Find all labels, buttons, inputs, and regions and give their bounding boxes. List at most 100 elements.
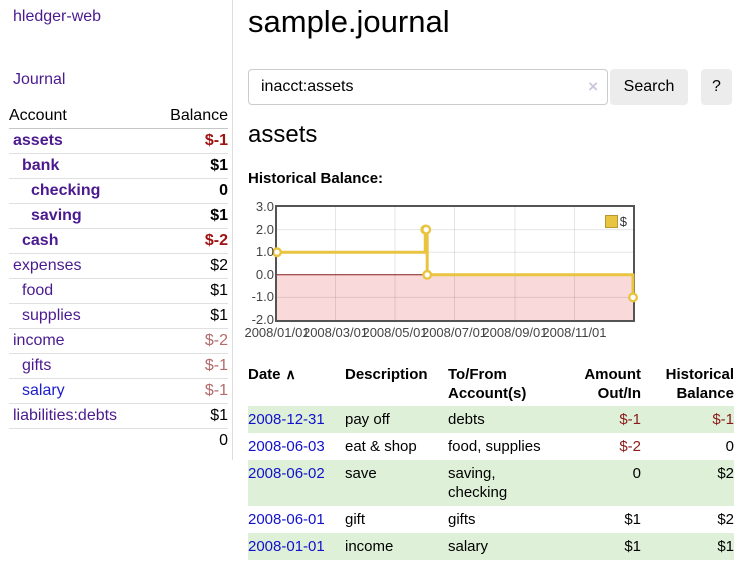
- sidebar: hledger-web Journal Account Balance asse…: [0, 0, 233, 460]
- x-axis-tick-label: 2008/05/01: [362, 325, 428, 340]
- legend-swatch-icon: [604, 215, 618, 228]
- sidebar-item-journal[interactable]: Journal: [13, 71, 66, 88]
- account-balance: $-2: [151, 328, 228, 354]
- account-balance: $-2: [151, 228, 228, 254]
- txn-accounts: debts: [448, 411, 485, 428]
- chart-title: Historical Balance:: [248, 170, 384, 187]
- balance-chart[interactable]: $: [272, 205, 639, 322]
- sidebar-account-link[interactable]: assets: [13, 132, 63, 149]
- table-row: 2008-01-01 income salary $1 $1: [248, 533, 734, 560]
- account-cell: gifts: [9, 353, 152, 379]
- account-cell: expenses: [9, 253, 152, 279]
- account-row: liabilities:debts $1: [9, 403, 228, 429]
- accounts-total-value: 0: [151, 428, 228, 453]
- sidebar-account-link[interactable]: liabilities:debts: [13, 407, 118, 424]
- account-row: checking 0: [9, 178, 228, 204]
- account-cell: liabilities:debts: [9, 403, 152, 429]
- txn-accounts: salary: [448, 538, 489, 555]
- txn-amount: 0: [632, 465, 641, 482]
- txn-date-link[interactable]: 2008-01-01: [248, 538, 325, 555]
- negative-region: [277, 274, 633, 320]
- sidebar-account-link[interactable]: bank: [22, 157, 60, 174]
- help-button[interactable]: ?: [701, 69, 732, 105]
- account-cell: income: [9, 328, 152, 354]
- txn-accounts: gifts: [448, 511, 476, 528]
- account-row: salary $-1: [9, 378, 228, 404]
- x-axis-tick-label: 2008/11/01: [542, 325, 607, 340]
- account-balance: $1: [151, 403, 228, 429]
- table-row: 2008-12-31 pay off debts $-1 $-1: [248, 406, 734, 433]
- txn-date-cell: 2008-06-01: [248, 506, 345, 533]
- account-row: assets $-1: [9, 128, 228, 154]
- txn-balance: 0: [725, 438, 734, 455]
- account-row: income $-2: [9, 328, 228, 354]
- register-header-amount: Amount Out/In: [584, 366, 641, 402]
- account-cell: saving: [9, 203, 152, 229]
- y-axis-tick-label: 1.0: [255, 244, 274, 260]
- search-button[interactable]: Search: [610, 69, 688, 105]
- accounts-total-row: 0: [9, 428, 228, 453]
- sidebar-account-link[interactable]: cash: [22, 232, 59, 249]
- register-header-accounts: To/From Account(s): [448, 366, 527, 402]
- account-row: supplies $1: [9, 303, 228, 329]
- account-row: saving $1: [9, 203, 228, 229]
- clear-search-icon[interactable]: ×: [588, 77, 598, 96]
- txn-date-cell: 2008-12-31: [248, 406, 345, 433]
- x-axis-tick-label: 2008/07/01: [421, 325, 488, 340]
- sidebar-account-link[interactable]: checking: [31, 182, 101, 199]
- page-title: sample.journal: [248, 4, 450, 39]
- account-cell: assets: [9, 128, 152, 154]
- txn-date-link[interactable]: 2008-06-02: [248, 465, 325, 482]
- sort-asc-icon: ∧: [285, 366, 296, 382]
- x-axis-tick-label: 2008/01/01: [244, 325, 310, 340]
- txn-balance: $2: [717, 465, 734, 482]
- search-input[interactable]: [248, 69, 608, 105]
- app-title-link[interactable]: hledger-web: [13, 8, 102, 25]
- account-balance: $1: [151, 303, 228, 329]
- account-row: cash $-2: [9, 228, 228, 254]
- txn-balance: $2: [717, 511, 734, 528]
- sidebar-account-link[interactable]: expenses: [13, 257, 82, 274]
- account-balance: $1: [151, 153, 228, 179]
- account-cell: checking: [9, 178, 152, 204]
- x-axis-tick-label: 2008/09/01: [482, 325, 548, 340]
- txn-amount: $-2: [619, 438, 641, 455]
- sidebar-account-link[interactable]: gifts: [22, 357, 52, 374]
- register-header-row: Date ∧ Description To/From Account(s) Amo…: [248, 363, 734, 406]
- y-axis-tick-label: 2.0: [255, 221, 274, 237]
- main-content: sample.journal × Search ? assets Histori…: [244, 0, 734, 582]
- y-axis-tick-label: 3.0: [255, 199, 274, 214]
- table-row: 2008-06-03 eat & shop food, supplies $-2 0: [248, 433, 734, 460]
- sidebar-account-link[interactable]: income: [13, 332, 65, 349]
- table-row: 2008-06-02 save saving, checking 0 $2: [248, 460, 734, 506]
- account-heading: assets: [248, 121, 318, 148]
- accounts-header-balance: Balance: [151, 104, 228, 129]
- txn-date-link[interactable]: 2008-12-31: [248, 411, 325, 428]
- txn-date-link[interactable]: 2008-06-01: [248, 511, 325, 528]
- account-balance: $-1: [151, 378, 228, 404]
- sidebar-account-link[interactable]: supplies: [22, 307, 81, 324]
- account-balance: $2: [151, 253, 228, 279]
- register-table: Date ∧ Description To/From Account(s) Amo…: [248, 363, 734, 560]
- register-header-date[interactable]: Date ∧: [248, 366, 296, 383]
- table-row: 2008-06-01 gift gifts $1 $2: [248, 506, 734, 533]
- txn-description: pay off: [345, 411, 390, 428]
- sidebar-account-link[interactable]: saving: [31, 207, 82, 224]
- account-cell: food: [9, 278, 152, 304]
- account-cell: supplies: [9, 303, 152, 329]
- sidebar-account-link[interactable]: salary: [22, 382, 65, 399]
- txn-accounts: food, supplies: [448, 438, 541, 455]
- data-point-marker: [272, 247, 282, 258]
- txn-date-cell: 2008-06-03: [248, 433, 345, 460]
- account-cell: cash: [9, 228, 152, 254]
- account-cell: salary: [9, 378, 152, 404]
- register-header-balance: Historical Balance: [665, 366, 734, 402]
- search-row: × Search ?: [248, 69, 734, 105]
- txn-date-cell: 2008-01-01: [248, 533, 345, 560]
- total-spacer: [9, 428, 152, 453]
- txn-balance: $-1: [712, 411, 734, 428]
- txn-date-link[interactable]: 2008-06-03: [248, 438, 325, 455]
- accounts-table: Account Balance assets $-1 bank $1 checking 0…: [9, 104, 228, 453]
- y-axis-tick-label: -1.0: [251, 289, 274, 305]
- sidebar-account-link[interactable]: food: [22, 282, 54, 299]
